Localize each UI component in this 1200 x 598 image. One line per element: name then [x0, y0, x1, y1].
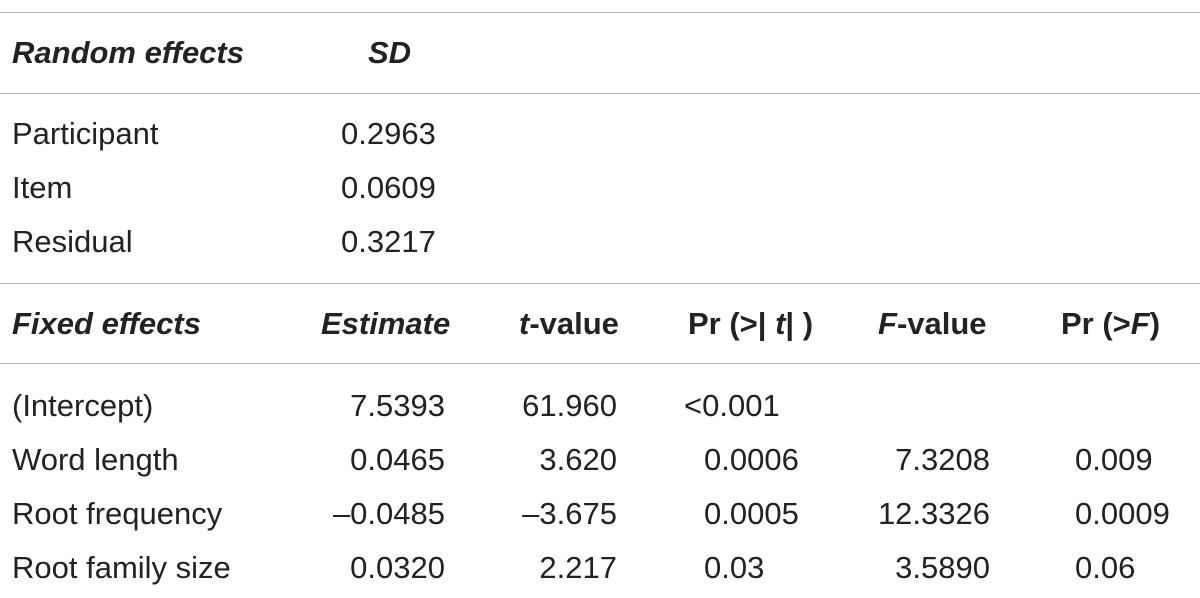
- fixed-row-t-value: 3.620: [539, 442, 617, 477]
- fixed-header-rule: [0, 363, 1200, 364]
- fixed-row-f-value: 7.3208: [895, 442, 990, 477]
- estimate-heading: Estimate: [321, 306, 451, 341]
- fixed-row-estimate: 0.0465: [350, 442, 445, 477]
- pr-t-heading: Pr (>| t| ): [688, 306, 814, 341]
- fixed-row-f-value: 12.3326: [877, 496, 990, 531]
- section-divider-rule: [0, 283, 1200, 284]
- fixed-row-estimate: 0.0320: [350, 550, 445, 585]
- fixed-row-t-value: 61.960: [522, 388, 617, 423]
- fixed-effects-heading: Fixed effects: [12, 306, 201, 341]
- random-row-name: Participant: [12, 116, 159, 151]
- random-row-sd: 0.0609: [341, 170, 436, 205]
- random-header-rule: [0, 93, 1200, 94]
- fixed-row-t-value: –3.675: [522, 496, 617, 531]
- fixed-row-estimate: –0.0485: [332, 496, 445, 531]
- fixed-row-pr-f: 0.0009: [1075, 496, 1170, 531]
- top-rule: [0, 12, 1200, 13]
- fixed-row-pr-t: <0.001: [684, 388, 780, 423]
- fixed-row-pr-f: 0.06: [1075, 550, 1136, 585]
- fixed-row-pr-t: 0.0005: [704, 496, 799, 531]
- random-row-name: Residual: [12, 224, 133, 259]
- fixed-row-estimate: 7.5393: [350, 388, 445, 423]
- fixed-row-pr-f: 0.009: [1075, 442, 1153, 477]
- fixed-row-name: (Intercept): [12, 388, 154, 423]
- random-row-sd: 0.3217: [341, 224, 436, 259]
- fixed-row-pr-t: 0.0006: [704, 442, 799, 477]
- pr-f-heading: Pr (>F): [1061, 306, 1161, 341]
- random-row-sd: 0.2963: [341, 116, 436, 151]
- fixed-row-f-value: 3.5890: [895, 550, 990, 585]
- random-row-name: Item: [12, 170, 73, 205]
- fixed-row-name: Root family size: [12, 550, 231, 585]
- t-value-heading: t-value: [519, 306, 619, 341]
- f-value-heading: F-value: [878, 306, 987, 341]
- fixed-row-name: Root frequency: [12, 496, 223, 531]
- fixed-row-pr-t: 0.03: [704, 550, 765, 585]
- fixed-row-name: Word length: [12, 442, 179, 477]
- sd-heading: SD: [368, 35, 412, 70]
- fixed-row-t-value: 2.217: [539, 550, 617, 585]
- random-effects-heading: Random effects: [12, 35, 244, 70]
